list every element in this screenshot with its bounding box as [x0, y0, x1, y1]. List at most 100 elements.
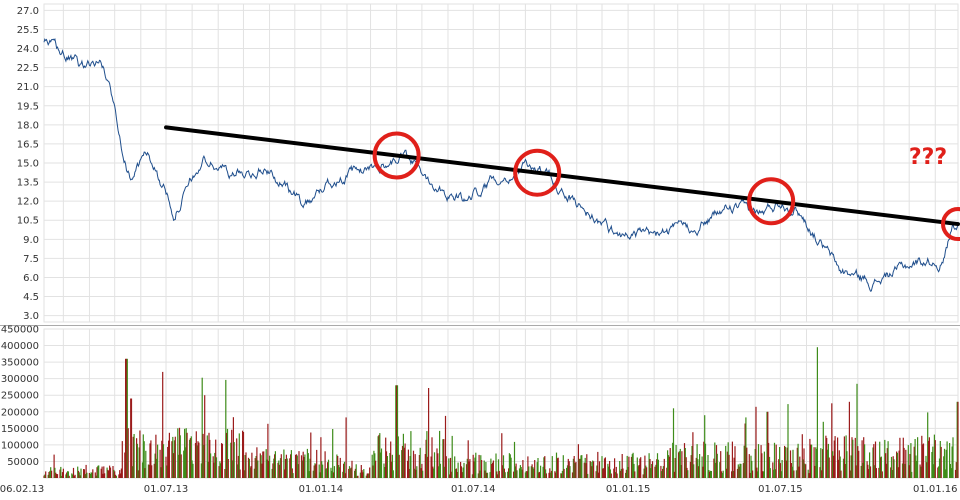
volume-bar [834, 436, 836, 478]
volume-bar [322, 464, 324, 478]
volume-bar [807, 469, 809, 478]
volume-bar [563, 468, 565, 478]
volume-bar [507, 471, 509, 478]
price-y-tick-label: 27.0 [17, 6, 39, 17]
volume-bar [454, 456, 456, 478]
trend-line-segment [164, 125, 960, 227]
volume-bar [593, 461, 595, 478]
volume-bar [236, 438, 238, 478]
volume-bar [183, 450, 185, 478]
volume-bar [938, 466, 940, 478]
volume-bar [472, 454, 474, 478]
volume-bar [180, 454, 182, 478]
volume-bar [92, 469, 94, 478]
volume-bar [224, 469, 226, 478]
volume-bar [378, 434, 380, 478]
volume-bar [290, 450, 292, 478]
volume-bar [173, 440, 176, 478]
volume-y-tick-label: 250000 [1, 391, 39, 402]
volume-bar [56, 474, 58, 478]
volume-bar [138, 447, 140, 478]
volume-bar [73, 475, 75, 478]
volume-bar [946, 441, 948, 478]
volume-bar [692, 432, 694, 478]
volume-bar [691, 446, 693, 478]
volume-bar [707, 455, 709, 478]
volume-bar [249, 467, 251, 478]
volume-bar [132, 436, 134, 478]
volume-bar [279, 458, 282, 478]
volume-bar [662, 468, 664, 478]
volume-y-tick-label: 450000 [1, 325, 39, 336]
volume-bar [97, 465, 99, 478]
volume-bar [693, 464, 695, 478]
volume-bar [55, 472, 57, 478]
volume-bar [385, 437, 387, 478]
highlight-circle [747, 177, 796, 226]
volume-bar [695, 457, 697, 478]
volume-bar [338, 465, 340, 478]
volume-bar [172, 436, 174, 478]
volume-bar [212, 456, 214, 478]
volume-bar [54, 467, 56, 478]
volume-bar [566, 467, 568, 478]
volume-bar [460, 466, 462, 478]
volume-bar [296, 455, 298, 478]
volume-bar [577, 444, 579, 478]
volume-bar [444, 415, 447, 478]
volume-bar [492, 460, 494, 478]
volume-bar [843, 436, 845, 478]
volume-bar [934, 440, 936, 478]
volume-bar [327, 459, 330, 478]
volume-bar [143, 441, 145, 478]
volume-bar [248, 458, 250, 478]
volume-bar [497, 459, 500, 478]
volume-bar [545, 473, 547, 478]
volume-bar [226, 428, 229, 478]
volume-bar [142, 434, 144, 478]
volume-bar [278, 460, 280, 478]
volume-bar [768, 456, 771, 478]
volume-bar [209, 439, 211, 478]
volume-bar [213, 462, 215, 478]
volume-bar [927, 440, 930, 478]
volume-bar [513, 441, 516, 478]
volume-bar [603, 468, 605, 478]
volume-bar [120, 473, 122, 478]
volume-bar [708, 470, 710, 478]
volume-bar [439, 430, 441, 478]
volume-bar [475, 452, 477, 478]
volume-bar [201, 377, 203, 478]
volume-bar [736, 468, 739, 478]
volume-bar [832, 455, 834, 478]
volume-bar [779, 447, 781, 478]
volume-bar [648, 453, 650, 478]
volume-bar [922, 444, 924, 478]
volume-bar [397, 436, 399, 478]
volume-bar [484, 470, 486, 478]
volume-bar [649, 459, 651, 478]
volume-bar [787, 404, 789, 478]
volume-bar [720, 471, 723, 478]
volume-bar [532, 467, 534, 478]
volume-bar [465, 464, 468, 478]
volume-bar [84, 474, 86, 478]
volume-bar [550, 470, 553, 478]
volume-bar [380, 452, 382, 478]
volume-bar [551, 456, 553, 478]
volume-bar [230, 442, 232, 478]
x-tick-label: 01.07.15 [758, 484, 803, 495]
volume-bar [86, 472, 88, 478]
volume-bar [208, 432, 210, 478]
volume-bar [940, 446, 942, 478]
volume-bar [569, 466, 571, 478]
volume-bar [280, 454, 282, 478]
volume-bar [502, 455, 505, 478]
volume-bar [561, 473, 563, 478]
volume-bar [813, 447, 815, 478]
volume-bar [602, 468, 604, 478]
volume-bar [731, 471, 733, 478]
volume-bar [637, 466, 639, 478]
volume-bar [686, 467, 688, 478]
volume-bar [220, 463, 222, 478]
